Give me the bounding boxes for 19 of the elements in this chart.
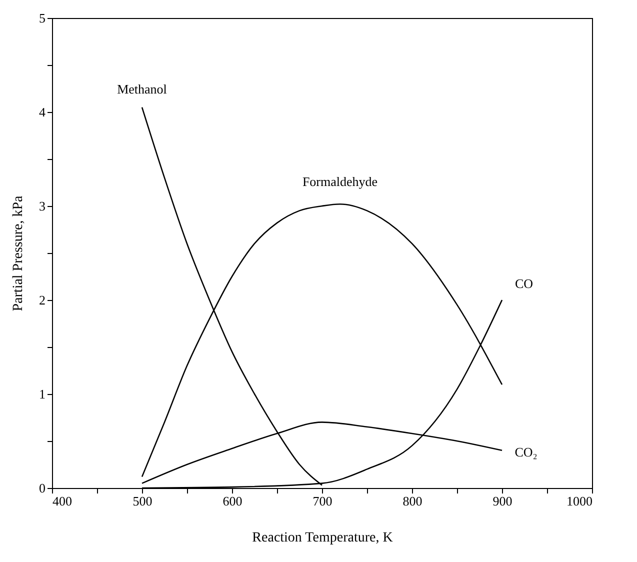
series-label: Formaldehyde bbox=[302, 174, 378, 190]
x-tick-label: 1000 bbox=[566, 494, 592, 508]
y-tick-label: 2 bbox=[39, 292, 46, 308]
y-tick-label: 5 bbox=[39, 10, 46, 26]
x-tick-label: 500 bbox=[132, 494, 152, 508]
series-label: CO₂ bbox=[514, 444, 538, 460]
y-tick-label: 4 bbox=[39, 104, 46, 120]
y-tick-label: 0 bbox=[39, 480, 46, 496]
x-tick-label: 400 bbox=[52, 494, 72, 508]
x-tick-label: 900 bbox=[492, 494, 512, 508]
x-tick-label: 600 bbox=[222, 494, 242, 508]
y-axis-title: Partial Pressure, kPa bbox=[11, 194, 26, 312]
x-tick-label: 700 bbox=[312, 494, 332, 508]
x-axis-title: Reaction Temperature, K bbox=[252, 530, 393, 546]
series-label: Methanol bbox=[117, 81, 168, 96]
y-tick-label: 3 bbox=[39, 198, 46, 214]
x-tick-label: 800 bbox=[402, 494, 422, 508]
y-tick-label: 1 bbox=[39, 386, 46, 402]
series-label: CO bbox=[514, 276, 534, 291]
